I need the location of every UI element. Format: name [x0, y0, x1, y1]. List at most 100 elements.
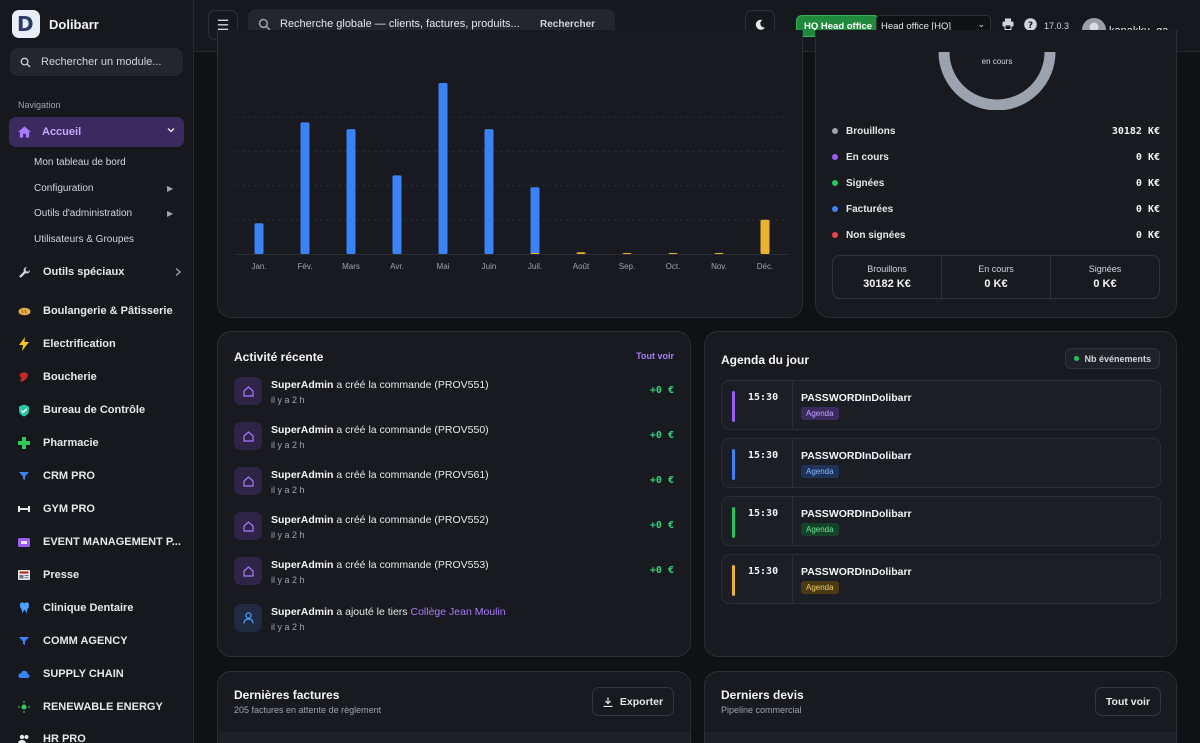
- bar-primary-1[interactable]: [300, 122, 310, 254]
- sidebar-item-accueil[interactable]: Accueil: [9, 117, 184, 147]
- activity-row[interactable]: SuperAdmin a créé la commande (PROV552) i…: [234, 512, 674, 552]
- x-tick-label: Mars: [342, 262, 360, 271]
- order-ref[interactable]: (PROV551): [434, 379, 489, 391]
- order-icon: [234, 467, 262, 495]
- module-search-input[interactable]: Rechercher un module...: [10, 48, 183, 76]
- order-icon: [234, 377, 262, 405]
- activity-time: il y a 2 h: [271, 485, 305, 495]
- chevron-down-icon[interactable]: ⌄: [1170, 24, 1178, 34]
- activity-actor: SuperAdmin: [271, 469, 334, 481]
- x-tick-label: Août: [573, 262, 590, 271]
- legend-label: Non signées: [846, 229, 906, 241]
- moon-icon: [755, 19, 765, 30]
- proposals-stats: Brouillons 30182 K€ En cours 0 K€ Signées 0…: [832, 255, 1160, 299]
- divider: [792, 439, 793, 487]
- meat-icon: [17, 370, 31, 384]
- activity-row[interactable]: SuperAdmin a ajouté le tiers Collège Jea…: [234, 604, 674, 644]
- bar-secondary-7[interactable]: [576, 252, 586, 254]
- bar-primary-0[interactable]: [254, 223, 264, 254]
- sidebar-subitem-configuration[interactable]: Configuration ▶: [34, 183, 184, 194]
- global-search-button[interactable]: Rechercher: [540, 19, 596, 30]
- chevron-right-icon: ▶: [167, 209, 174, 218]
- activity-time: il y a 2 h: [271, 530, 305, 540]
- agenda-event[interactable]: 15:30 PASSWORDInDolibarr Agenda: [721, 380, 1161, 430]
- event-tag: Agenda: [801, 523, 839, 536]
- bar-secondary-10[interactable]: [714, 253, 724, 254]
- invoices-card: Dernières factures 205 factures en atten…: [217, 671, 691, 743]
- bar-secondary-11[interactable]: [760, 219, 770, 254]
- event-title: PASSWORDInDolibarr: [801, 566, 912, 578]
- sidebar-item-renewable-energy[interactable]: RENEWABLE ENERGY: [17, 699, 163, 715]
- help-icon[interactable]: ?: [1024, 18, 1037, 34]
- agenda-event[interactable]: 15:30 PASSWORDInDolibarr Agenda: [721, 438, 1161, 488]
- stat-label: Signées: [1088, 264, 1122, 274]
- order-ref[interactable]: (PROV552): [434, 514, 489, 526]
- event-title: PASSWORDInDolibarr: [801, 450, 912, 462]
- sidebar-item-event-management[interactable]: EVENT MANAGEMENT P...: [17, 534, 181, 550]
- activity-amount: +0 €: [649, 520, 674, 531]
- user-icon: [234, 604, 262, 632]
- order-ref[interactable]: (PROV561): [434, 469, 489, 481]
- order-ref[interactable]: (PROV553): [434, 559, 489, 571]
- tooth-icon: [17, 601, 31, 615]
- quotes-see-all-button[interactable]: Tout voir: [1095, 687, 1161, 716]
- dumbbell-icon: [17, 502, 31, 516]
- bar-secondary-8[interactable]: [622, 253, 632, 254]
- activity-row[interactable]: SuperAdmin a créé la commande (PROV553) i…: [234, 557, 674, 597]
- activity-row[interactable]: SuperAdmin a créé la commande (PROV550) i…: [234, 422, 674, 462]
- sidebar-item-pharmacie[interactable]: Pharmacie: [17, 435, 99, 451]
- sidebar-item-hr-pro[interactable]: HR PRO: [17, 731, 86, 743]
- activity-time: il y a 2 h: [271, 575, 305, 585]
- bar-secondary-9[interactable]: [668, 253, 678, 254]
- activity-row[interactable]: SuperAdmin a créé la commande (PROV551) i…: [234, 377, 674, 417]
- activity-actor: SuperAdmin: [271, 424, 334, 436]
- sidebar-item-clinique-dentaire[interactable]: Clinique Dentaire: [17, 600, 133, 616]
- order-icon: [234, 422, 262, 450]
- legend-dot: [832, 232, 838, 238]
- bar-primary-2[interactable]: [346, 129, 356, 254]
- legend-value: 0 K€: [1135, 229, 1160, 241]
- export-button[interactable]: Exporter: [592, 687, 674, 716]
- x-tick-label: Juin: [482, 262, 497, 271]
- chevron-right-icon: [174, 266, 182, 280]
- export-label: Exporter: [619, 695, 664, 708]
- legend-label: Brouillons: [846, 125, 896, 137]
- svg-text:?: ?: [1028, 21, 1033, 31]
- sidebar-item-supply-chain[interactable]: SUPPLY CHAIN: [17, 666, 124, 682]
- activity-see-all-link[interactable]: Tout voir: [636, 351, 674, 361]
- sun-icon: [17, 700, 31, 714]
- bar-secondary-6[interactable]: [530, 253, 540, 254]
- sidebar-subitem-users-groups[interactable]: Utilisateurs & Groupes: [34, 234, 135, 245]
- sidebar-item-gym-pro[interactable]: GYM PRO: [17, 501, 95, 517]
- activity-action: a créé la commande: [336, 469, 432, 481]
- sidebar-item-crm-pro[interactable]: CRM PRO: [17, 468, 95, 484]
- sidebar-item-boulangerie[interactable]: Boulangerie & Pâtisserie: [17, 303, 173, 319]
- sidebar-item-comm-agency[interactable]: COMM AGENCY: [17, 633, 128, 649]
- bar-primary-4[interactable]: [438, 83, 448, 254]
- stat-en-cours: En cours 0 K€: [942, 256, 1051, 298]
- bar-primary-5[interactable]: [484, 129, 494, 254]
- sidebar-subitem-dashboard[interactable]: Mon tableau de bord: [34, 157, 126, 168]
- sidebar-item-electrification[interactable]: Electrification: [17, 336, 116, 352]
- sidebar-item-boucherie[interactable]: Boucherie: [17, 369, 97, 385]
- printer-icon[interactable]: [1002, 18, 1014, 33]
- sidebar-item-presse[interactable]: Presse: [17, 567, 79, 583]
- sidebar-item-outils-speciaux[interactable]: Outils spéciaux: [17, 264, 182, 280]
- legend-dot: [832, 206, 838, 212]
- agenda-event[interactable]: 15:30 PASSWORDInDolibarr Agenda: [721, 554, 1161, 604]
- proposals-donut: en cours: [938, 51, 1056, 110]
- invoices-subtitle: 205 factures en attente de règlement: [234, 705, 382, 715]
- bar-primary-6[interactable]: [530, 187, 540, 254]
- sidebar-item-bureau-controle[interactable]: Bureau de Contrôle: [17, 402, 145, 418]
- brand[interactable]: D Dolibarr: [12, 10, 99, 38]
- sidebar-subitem-admin-tools[interactable]: Outils d'administration ▶: [34, 208, 184, 219]
- stat-signees: Signées 0 K€: [1051, 256, 1159, 298]
- proposals-card: en cours Brouillons 30182 K€ En cours 0 K€…: [815, 30, 1177, 318]
- third-party-link[interactable]: Collège Jean Moulin: [410, 606, 506, 618]
- activity-text: SuperAdmin a créé la commande (PROV561): [271, 469, 489, 481]
- order-ref[interactable]: (PROV550): [434, 424, 489, 436]
- activity-row[interactable]: SuperAdmin a créé la commande (PROV561) i…: [234, 467, 674, 507]
- bar-primary-3[interactable]: [392, 175, 402, 254]
- agenda-event[interactable]: 15:30 PASSWORDInDolibarr Agenda: [721, 496, 1161, 546]
- sidebar-item-label: Bureau de Contrôle: [43, 404, 146, 416]
